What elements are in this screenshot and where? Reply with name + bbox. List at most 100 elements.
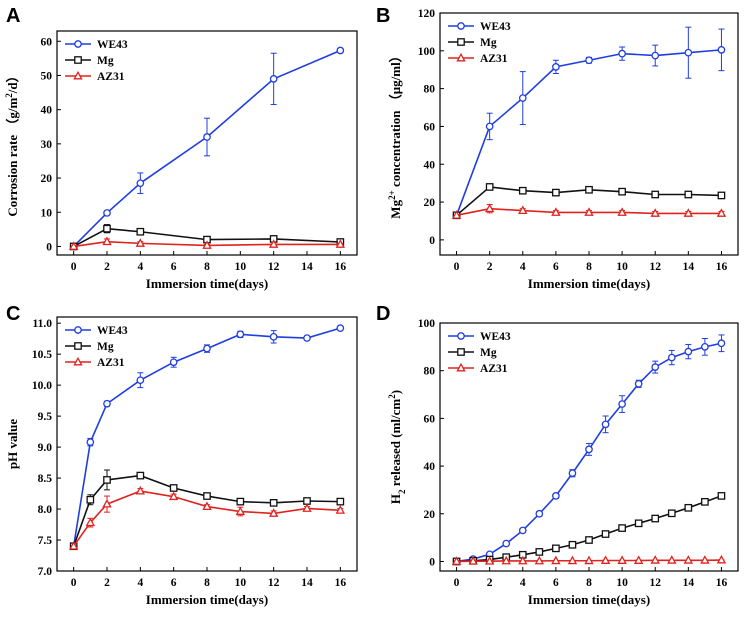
- data-point: [335, 505, 346, 514]
- data-point: [617, 207, 627, 216]
- data-point: [534, 555, 545, 565]
- data-point: [102, 498, 112, 508]
- data-point: [551, 555, 561, 565]
- data-point: [235, 506, 246, 515]
- x-tick-label: 16: [716, 261, 728, 273]
- data-point: [86, 438, 95, 446]
- data-point: [268, 239, 279, 248]
- data-point: [336, 324, 345, 333]
- data-point: [701, 497, 709, 506]
- x-tick-label: 8: [586, 577, 592, 589]
- x-tick-label: 0: [71, 577, 77, 589]
- y-tick-label: 8.5: [38, 473, 53, 485]
- data-point: [103, 399, 111, 408]
- data-point: [600, 555, 611, 564]
- data-point: [651, 190, 660, 199]
- data-point: [269, 75, 278, 83]
- data-point: [683, 555, 694, 564]
- legend-label: Mg: [97, 341, 114, 353]
- y-tick-label: 7.5: [38, 535, 53, 547]
- y-axis-title: Mg2+ concentration （μg/ml）: [387, 49, 403, 218]
- y-tick-label: 50: [41, 70, 53, 82]
- series-line: [72, 327, 341, 547]
- x-tick-label: 8: [204, 577, 210, 589]
- x-tick-label: 10: [616, 577, 628, 589]
- data-point: [684, 190, 693, 199]
- data-point: [502, 539, 511, 548]
- legend-label: AZ31: [480, 53, 508, 65]
- data-point: [651, 514, 660, 523]
- x-tick-label: 16: [335, 577, 347, 589]
- legend-marker: [457, 22, 465, 30]
- data-point: [203, 133, 211, 141]
- data-point: [518, 186, 527, 195]
- data-point: [484, 556, 495, 565]
- data-point: [716, 554, 727, 564]
- x-axis-title: Immersion time(days): [146, 276, 268, 291]
- x-tick-label: 4: [520, 577, 526, 589]
- data-point: [667, 555, 677, 564]
- data-point: [103, 476, 111, 484]
- legend-label: AZ31: [480, 363, 508, 375]
- x-tick-label: 14: [683, 261, 695, 273]
- data-point: [136, 227, 145, 236]
- y-tick-label: 10.5: [32, 349, 52, 361]
- data-point: [535, 509, 544, 518]
- data-point: [552, 492, 560, 500]
- y-tick-label: 0: [429, 556, 435, 568]
- data-point: [236, 330, 245, 339]
- series-line: [73, 490, 341, 547]
- data-point: [136, 179, 145, 188]
- y-tick-label: 20: [424, 509, 436, 521]
- x-tick-label: 4: [137, 577, 143, 589]
- x-tick-label: 6: [553, 577, 559, 589]
- data-point: [601, 420, 610, 429]
- series-line: [73, 227, 341, 248]
- data-point: [203, 344, 211, 353]
- data-point: [68, 541, 79, 550]
- legend-marker: [74, 326, 82, 334]
- data-point: [336, 497, 345, 506]
- y-tick-label: 60: [424, 413, 436, 425]
- x-tick-label: 16: [335, 261, 347, 273]
- series-az31: [451, 554, 727, 565]
- data-point: [683, 208, 694, 217]
- x-tick-label: 2: [104, 261, 110, 273]
- y-tick-label: 10: [41, 207, 53, 219]
- data-point: [335, 239, 346, 248]
- x-tick-label: 4: [520, 261, 526, 273]
- data-point: [102, 236, 112, 246]
- data-point: [169, 358, 178, 367]
- data-point: [302, 503, 312, 512]
- data-point: [601, 530, 610, 538]
- x-tick-label: 10: [235, 577, 247, 589]
- legend-marker: [457, 38, 465, 46]
- y-tick-label: 7.0: [38, 566, 53, 578]
- data-point: [451, 556, 462, 565]
- data-point: [717, 191, 726, 200]
- data-point: [484, 203, 495, 213]
- legend-marker: [74, 342, 82, 350]
- x-tick-label: 6: [171, 261, 177, 273]
- data-point: [585, 56, 593, 65]
- data-point: [585, 445, 593, 454]
- legend-label: AZ31: [97, 357, 125, 369]
- legend-marker: [73, 70, 83, 80]
- data-point: [336, 46, 345, 55]
- series-az31: [451, 203, 727, 219]
- series-az31: [68, 485, 346, 550]
- legend: WE43 Mg AZ31: [65, 325, 128, 369]
- x-tick-label: 4: [137, 261, 143, 273]
- panel-b: B 0 2 4 6 8 10 12 14 16 0 20 40 60 80 100 120 Immersion t…: [376, 5, 739, 291]
- legend: WE43 Mg AZ31: [448, 21, 511, 65]
- panel-c: C 0 2 4 6 8 10 12 14 16 7.0 7.5 8.0 8.5 9.0 9.5 10.0 10.5…: [5, 303, 358, 607]
- data-point: [268, 508, 279, 517]
- y-tick-label: 20: [424, 197, 436, 209]
- data-point: [86, 495, 95, 504]
- y-tick-label: 10.0: [32, 380, 52, 392]
- data-point: [103, 209, 111, 217]
- data-point: [85, 517, 96, 527]
- legend-label: Mg: [480, 347, 497, 359]
- data-point: [485, 183, 494, 191]
- data-point: [518, 205, 528, 215]
